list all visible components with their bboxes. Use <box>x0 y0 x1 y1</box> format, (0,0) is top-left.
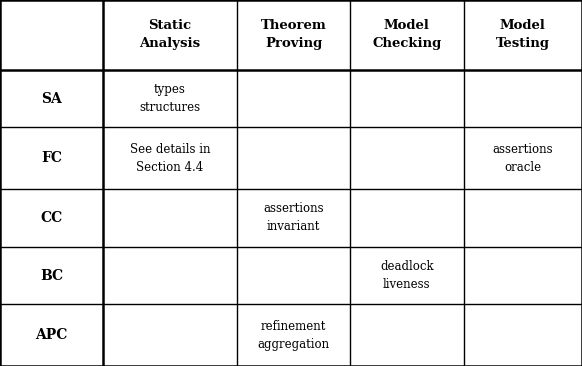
Text: refinement
aggregation: refinement aggregation <box>257 320 329 351</box>
Text: APC: APC <box>36 328 68 342</box>
Text: FC: FC <box>41 151 62 165</box>
Text: BC: BC <box>40 269 63 283</box>
Text: SA: SA <box>41 92 62 106</box>
Text: assertions
invariant: assertions invariant <box>263 202 324 234</box>
Text: Model
Testing: Model Testing <box>496 19 550 51</box>
Text: Model
Checking: Model Checking <box>372 19 442 51</box>
Text: types
structures: types structures <box>140 83 201 114</box>
Text: Static
Analysis: Static Analysis <box>140 19 201 51</box>
Text: assertions
oracle: assertions oracle <box>492 143 553 174</box>
Text: CC: CC <box>40 211 63 225</box>
Text: See details in
Section 4.4: See details in Section 4.4 <box>130 143 210 174</box>
Text: deadlock
liveness: deadlock liveness <box>380 260 434 291</box>
Text: Theorem
Proving: Theorem Proving <box>261 19 327 51</box>
